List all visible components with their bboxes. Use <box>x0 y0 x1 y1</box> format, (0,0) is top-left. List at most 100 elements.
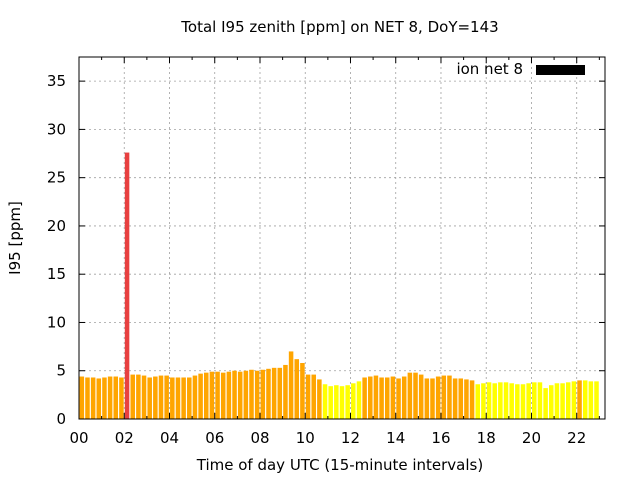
x-tick-label: 08 <box>250 429 269 447</box>
bar <box>475 384 480 419</box>
x-tick-label: 18 <box>477 429 496 447</box>
bar <box>90 377 96 419</box>
x-tick-label: 16 <box>431 429 450 447</box>
bar <box>418 374 424 419</box>
x-tick-label: 12 <box>341 429 360 447</box>
bars <box>79 152 599 419</box>
x-tick-label: 22 <box>567 429 586 447</box>
bar <box>571 381 577 419</box>
bar <box>215 371 220 419</box>
bar <box>356 381 362 419</box>
bar <box>413 372 418 419</box>
bar <box>153 376 158 419</box>
bar <box>164 375 169 419</box>
bar <box>113 376 119 419</box>
x-tick-label: 10 <box>296 429 315 447</box>
bar <box>209 371 215 419</box>
bar <box>345 385 350 419</box>
bar <box>554 383 560 419</box>
bar <box>577 380 582 419</box>
legend-label: ion net 8 <box>456 60 523 78</box>
bar <box>537 382 543 419</box>
bar <box>379 377 384 419</box>
bar <box>532 382 537 419</box>
bar <box>469 380 475 419</box>
bar <box>435 376 441 419</box>
bar <box>543 388 548 419</box>
bar <box>509 383 514 419</box>
bar <box>283 364 288 419</box>
y-tick-label: 5 <box>56 362 66 380</box>
bar <box>254 370 260 419</box>
bar <box>124 152 130 419</box>
plot-frame <box>78 56 606 420</box>
bar <box>458 378 464 419</box>
bar <box>305 374 311 419</box>
bar <box>226 371 232 419</box>
bar <box>96 378 102 419</box>
chart-title: Total I95 zenith [ppm] on NET 8, DoY=143 <box>180 18 498 36</box>
bar <box>85 377 90 419</box>
bar <box>232 370 237 419</box>
x-tick-label: 00 <box>69 429 88 447</box>
bar <box>328 386 333 419</box>
bar <box>158 375 164 419</box>
bar <box>288 351 294 419</box>
bar <box>198 373 203 419</box>
legend-swatch <box>536 65 585 75</box>
x-tick-label: 14 <box>386 429 405 447</box>
bar <box>170 377 175 419</box>
bar <box>384 377 390 419</box>
bar <box>294 359 300 419</box>
bar <box>107 376 113 419</box>
bar <box>396 378 401 419</box>
bar <box>130 374 135 419</box>
bar <box>266 368 271 419</box>
bar <box>515 384 520 419</box>
x-tick-label: 04 <box>160 429 179 447</box>
bar <box>368 376 373 419</box>
x-tick-label: 20 <box>522 429 541 447</box>
bar <box>582 380 588 419</box>
bar <box>175 377 181 419</box>
y-tick-labels: 0 5 10 15 20 25 30 35 <box>47 72 66 428</box>
bar <box>271 367 277 419</box>
bar <box>181 377 186 419</box>
bar <box>237 371 243 419</box>
bar <box>102 377 107 419</box>
bar <box>526 383 531 419</box>
bar <box>424 378 430 419</box>
bar <box>407 372 413 419</box>
bar <box>486 382 492 419</box>
bar <box>79 376 85 419</box>
bar <box>441 375 447 419</box>
y-tick-label: 0 <box>56 410 66 428</box>
y-tick-label: 15 <box>47 265 66 283</box>
x-axis-label: Time of day UTC (15-minute intervals) <box>196 456 483 474</box>
y-tick-label: 20 <box>47 217 66 235</box>
y-tick-label: 30 <box>47 120 66 138</box>
bar <box>565 382 571 419</box>
bar <box>498 382 503 419</box>
bar <box>362 377 367 419</box>
bar <box>481 383 486 419</box>
grid-lines <box>79 57 605 419</box>
bar <box>390 376 396 419</box>
bar <box>594 381 599 419</box>
bar <box>187 377 192 419</box>
bar <box>588 381 594 419</box>
axis-ticks <box>78 57 605 420</box>
bar <box>339 386 345 419</box>
bar <box>351 383 356 419</box>
bar <box>430 378 435 419</box>
bar <box>452 378 458 419</box>
bar <box>204 372 209 419</box>
bar <box>311 374 316 419</box>
bar <box>322 384 328 419</box>
bar <box>249 369 254 419</box>
bar <box>220 372 226 419</box>
y-tick-label: 35 <box>47 72 66 90</box>
bar <box>334 385 339 419</box>
bar <box>243 370 249 419</box>
